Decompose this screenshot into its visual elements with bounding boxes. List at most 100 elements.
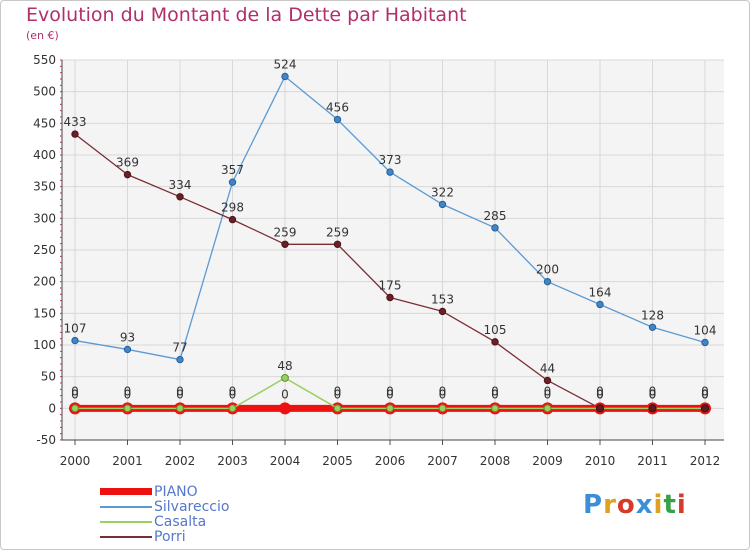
data-point-silvareccio — [438, 200, 447, 209]
data-label-porri: 298 — [221, 201, 244, 215]
legend-item-casalta: Casalta — [100, 514, 229, 530]
data-point-silvareccio — [71, 336, 79, 345]
x-tick-label: 2001 — [112, 454, 143, 468]
data-label-zero: 0 — [439, 387, 447, 401]
legend-swatch — [100, 505, 152, 508]
data-label-zero: 0 — [701, 384, 709, 398]
data-label-zero: 0 — [71, 384, 79, 398]
data-point-silvareccio — [543, 277, 552, 286]
data-label-silvareccio: 200 — [536, 263, 559, 277]
data-point-casalta — [386, 404, 394, 413]
data-label-silvareccio: 107 — [64, 322, 87, 336]
x-tick-label: 2011 — [637, 454, 668, 468]
data-point-silvareccio — [701, 338, 709, 347]
x-tick-label: 2003 — [217, 454, 248, 468]
data-point-casalta — [228, 404, 237, 413]
y-tick-label: 350 — [33, 180, 56, 194]
data-label-zero: 0 — [544, 384, 552, 398]
data-point-silvareccio — [596, 300, 604, 309]
data-point-casalta — [176, 404, 184, 413]
x-tick-label: 2006 — [375, 454, 406, 468]
data-point-casalta — [543, 404, 552, 413]
y-tick-label: 400 — [33, 148, 56, 162]
legend-swatch — [100, 488, 152, 495]
data-point-porri-zero — [648, 404, 657, 413]
data-label-zero: 0 — [491, 384, 499, 398]
data-label-zero: 0 — [176, 387, 184, 401]
data-label-zero: 0 — [386, 387, 394, 401]
y-tick-label: 550 — [33, 53, 56, 67]
data-point-silvareccio — [333, 115, 342, 124]
data-point-porri — [176, 193, 184, 201]
data-label-porri: 259 — [326, 225, 349, 239]
x-tick-label: 2002 — [165, 454, 196, 468]
data-label-zero: 0 — [334, 384, 342, 398]
data-label-zero: 0 — [596, 387, 604, 401]
data-label-zero: 0 — [701, 387, 709, 401]
chart-legend: PIANO Silvareccio Casalta Porri — [100, 483, 230, 545]
data-point-silvareccio — [228, 178, 237, 186]
y-tick-label: -50 — [36, 433, 56, 447]
data-label-zero: 0 — [491, 387, 499, 401]
data-point-porri — [228, 215, 237, 224]
legend-item-porri: Porri — [100, 528, 229, 545]
chart-title: Evolution du Montant de la Dette par Hab… — [26, 4, 467, 26]
x-tick-label: 2010 — [585, 454, 616, 468]
proxiti-logo: Proxiti — [583, 490, 687, 520]
data-label-silvareccio: 285 — [484, 209, 507, 223]
data-label-porri: 334 — [169, 178, 192, 192]
data-point-piano — [279, 402, 291, 415]
data-label-zero: 0 — [649, 387, 657, 401]
y-tick-label: 50 — [41, 370, 56, 384]
data-point-porri — [333, 240, 342, 249]
data-label-zero: 0 — [544, 387, 552, 401]
data-point-porri-zero — [700, 404, 710, 413]
data-label-porri: 153 — [431, 292, 454, 306]
y-tick-label: 150 — [33, 306, 56, 320]
data-label-zero: 0 — [439, 384, 447, 398]
legend-label: Silvareccio — [154, 498, 230, 515]
x-tick-label: 2000 — [60, 454, 91, 468]
data-label-zero: 0 — [334, 387, 342, 401]
y-tick-label: 500 — [33, 85, 56, 99]
legend-label: Porri — [154, 528, 186, 545]
data-label-zero: 0 — [124, 384, 132, 398]
data-label-zero: 0 — [229, 387, 237, 401]
data-point-silvareccio — [123, 345, 132, 354]
x-tick-label: 2005 — [322, 454, 353, 468]
data-label-silvareccio: 128 — [641, 308, 664, 322]
data-label-zero: 0 — [596, 387, 604, 401]
y-tick-label: 250 — [33, 243, 56, 257]
legend-swatch — [100, 535, 152, 538]
data-label-silvareccio: 373 — [379, 153, 402, 167]
data-label-zero: 0 — [281, 387, 289, 401]
data-point-porri — [281, 240, 289, 249]
data-point-casalta — [71, 404, 79, 413]
data-point-silvareccio — [648, 323, 657, 331]
data-label-silvareccio: 456 — [326, 101, 349, 115]
y-tick-label: 300 — [33, 211, 56, 225]
data-point-silvareccio — [491, 224, 499, 232]
data-label-casalta: 48 — [277, 359, 292, 373]
data-label-silvareccio: 357 — [221, 163, 244, 177]
legend-label: PIANO — [154, 483, 198, 500]
legend-swatch — [100, 520, 152, 523]
data-label-porri: 369 — [116, 156, 139, 170]
data-label-porri: 259 — [274, 225, 297, 239]
data-label-zero: 0 — [649, 387, 657, 401]
data-label-silvareccio: 93 — [120, 330, 135, 344]
y-tick-label: 200 — [33, 275, 56, 289]
data-point-porri — [491, 338, 499, 346]
data-label-zero: 0 — [649, 384, 657, 398]
data-label-zero: 0 — [596, 384, 604, 398]
x-tick-label: 2012 — [690, 454, 721, 468]
data-point-casalta — [123, 404, 132, 413]
data-point-casalta — [281, 374, 289, 382]
data-label-zero: 0 — [176, 384, 184, 398]
data-label-silvareccio: 104 — [694, 323, 717, 337]
data-label-porri: 44 — [540, 361, 555, 375]
data-point-silvareccio — [176, 355, 184, 364]
data-point-casalta — [333, 404, 342, 413]
data-label-silvareccio: 164 — [589, 285, 612, 299]
